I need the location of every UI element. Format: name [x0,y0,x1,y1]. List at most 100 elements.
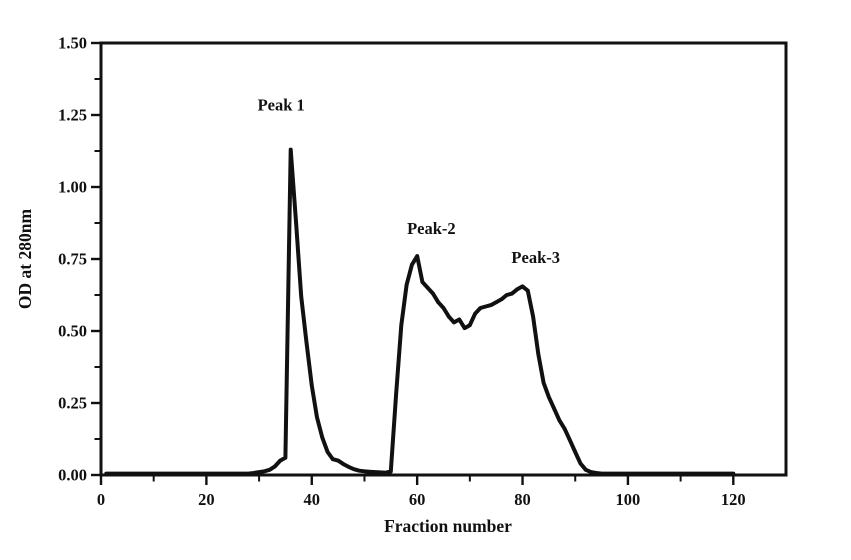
data-point-marker [468,323,472,327]
data-point-marker [600,472,604,476]
data-point-marker [131,472,135,476]
data-point-marker [331,457,335,461]
data-point-marker [452,320,456,324]
data-point-marker [694,472,698,476]
x-tick-label: 20 [198,490,215,509]
peak-label: Peak-3 [511,248,560,267]
data-point-marker [457,318,461,321]
data-point-marker [426,286,430,290]
data-point-marker [299,294,303,298]
data-point-marker [679,472,683,476]
data-point-marker [531,315,535,319]
peak-label: Peak-2 [407,219,456,238]
data-point-marker [615,472,619,476]
data-point-marker [394,392,398,396]
x-tick-label: 120 [721,490,746,509]
data-point-marker [726,472,730,476]
data-point-marker [389,470,393,473]
axis-ticks [91,41,735,485]
data-point-marker [199,472,203,476]
y-tick-label: 1.00 [58,178,87,197]
x-tick-label: 40 [304,490,321,509]
data-point-marker [473,312,477,316]
data-point-marker [162,472,166,476]
data-point-marker [610,472,614,476]
data-point-marker [589,470,593,474]
data-point-marker [563,427,567,431]
y-tick-label: 1.25 [58,106,87,125]
data-point-marker [557,418,561,422]
data-point-marker [273,464,277,468]
data-point-marker [689,472,693,476]
data-point-marker [584,468,588,472]
data-point-marker [626,472,630,476]
data-point-marker [542,381,546,385]
data-point-marker [210,472,214,476]
data-point-marker [716,472,719,476]
data-point-marker [420,280,424,284]
data-point-marker [220,472,224,476]
data-point-marker [194,472,198,476]
data-point-marker [141,472,145,476]
data-point-marker [721,472,725,476]
data-point-marker [168,472,171,476]
data-point-marker [120,472,124,476]
data-point-marker [215,472,219,476]
data-point-marker [663,472,667,476]
data-point-marker [442,306,445,310]
x-tick-label: 0 [97,490,105,509]
axis-tick-labels: 0 20 40 60 80 100 120 0.00 0.25 0.50 0.75 1.00 1.25 1… [58,34,746,510]
data-point-marker [278,459,282,463]
data-point-marker [405,283,409,287]
x-tick-label: 60 [409,490,426,509]
data-point-marker [347,465,351,469]
data-point-marker [110,472,113,476]
x-tick-label: 80 [514,490,531,509]
data-point-marker [320,436,324,440]
data-point-marker [226,472,229,476]
data-point-marker [552,407,556,411]
data-point-marker [326,450,330,454]
peak-annotations: Peak 1 Peak-2 Peak-3 [258,95,560,267]
data-point-marker [315,415,319,419]
data-point-marker [310,384,314,388]
data-point-marker [668,472,672,476]
y-tick-label: 0.75 [58,250,87,269]
data-point-marker [125,472,129,476]
data-point-marker [731,472,735,476]
y-axis-label: OD at 280nm [15,209,35,310]
data-point-marker [189,472,193,476]
data-point-marker [478,306,482,310]
data-point-marker [568,438,572,442]
data-point-marker [289,148,293,152]
y-tick-label: 1.50 [58,34,87,53]
data-point-marker [447,315,451,319]
data-point-marker [173,472,177,476]
data-point-marker [247,472,250,476]
data-point-marker [146,472,150,476]
data-point-marker [642,472,646,476]
data-point-marker [673,472,677,476]
data-point-marker [178,472,182,476]
data-point-marker [305,341,308,344]
data-point-marker [410,263,414,267]
data-point-marker [547,395,551,399]
data-point-marker [431,292,435,296]
data-point-marker [268,468,272,472]
data-point-marker [341,462,345,466]
data-point-marker [399,323,403,327]
data-point-marker [157,472,161,476]
data-point-marker [104,472,108,476]
data-point-marker [252,471,256,475]
data-point-marker [510,292,514,296]
data-point-marker [415,254,419,258]
y-tick-label: 0.00 [58,466,87,485]
data-point-marker [294,220,298,224]
y-tick-label: 0.50 [58,322,87,341]
data-point-marker [136,472,140,476]
y-tick-label: 0.25 [58,394,87,413]
data-point-marker [363,469,366,473]
data-point-marker [231,472,235,476]
data-point-marker [631,472,635,476]
